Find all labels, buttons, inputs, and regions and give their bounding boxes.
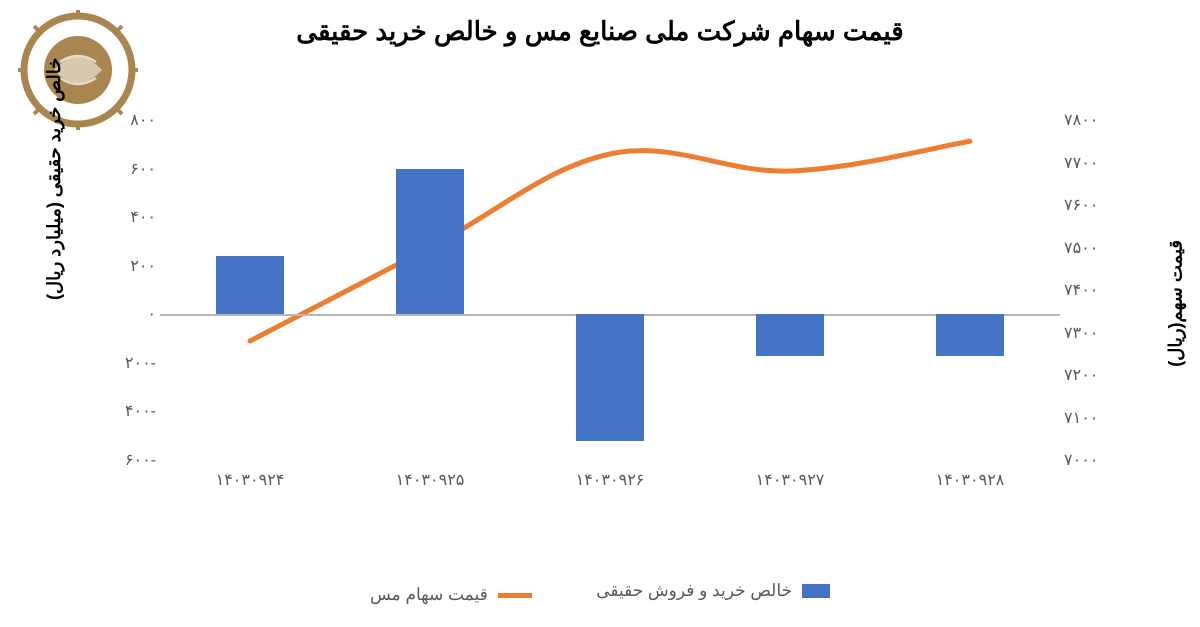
x-tick: ۱۴۰۳۰۹۲۷ <box>700 470 880 490</box>
right-tick: ۷۷۰۰ <box>1064 153 1174 173</box>
legend-item-bar: خالص خرید و فروش حقیقی <box>596 581 830 601</box>
left-tick: -۴۰۰ <box>46 401 156 421</box>
left-tick: ۶۰۰ <box>46 159 156 179</box>
x-tick: ۱۴۰۳۰۹۲۴ <box>160 470 340 490</box>
bar <box>396 169 464 315</box>
bar <box>756 314 824 355</box>
right-axis-label: قیمت سهم(ریال) <box>1166 240 1187 367</box>
chart-container: قیمت سهام شرکت ملی صنایع مس و خالص خرید … <box>0 0 1200 627</box>
legend-item-line: قیمت سهام مس <box>370 585 532 605</box>
x-tick: ۱۴۰۳۰۹۲۵ <box>340 470 520 490</box>
left-tick: ۰ <box>46 304 156 324</box>
bar <box>936 314 1004 355</box>
plot-area <box>160 120 1060 460</box>
left-tick: -۶۰۰ <box>46 450 156 470</box>
right-tick: ۷۳۰۰ <box>1064 323 1174 343</box>
bar <box>216 256 284 314</box>
bar <box>576 314 644 440</box>
legend-swatch-line <box>498 593 532 598</box>
right-tick: ۷۵۰۰ <box>1064 238 1174 258</box>
x-tick: ۱۴۰۳۰۹۲۶ <box>520 470 700 490</box>
right-tick: ۷۴۰۰ <box>1064 280 1174 300</box>
x-tick: ۱۴۰۳۰۹۲۸ <box>880 470 1060 490</box>
chart-title: قیمت سهام شرکت ملی صنایع مس و خالص خرید … <box>0 16 1200 47</box>
left-tick: ۴۰۰ <box>46 207 156 227</box>
right-tick: ۷۲۰۰ <box>1064 365 1174 385</box>
left-tick: ۲۰۰ <box>46 256 156 276</box>
legend-label-line: قیمت سهام مس <box>370 585 488 605</box>
left-tick: -۲۰۰ <box>46 353 156 373</box>
right-tick: ۷۱۰۰ <box>1064 408 1174 428</box>
left-tick: ۸۰۰ <box>46 110 156 130</box>
right-tick: ۷۶۰۰ <box>1064 195 1174 215</box>
legend-swatch-bar <box>802 584 830 598</box>
legend: خالص خرید و فروش حقیقی قیمت سهام مس <box>0 581 1200 606</box>
right-tick: ۷۸۰۰ <box>1064 110 1174 130</box>
legend-label-bar: خالص خرید و فروش حقیقی <box>596 581 792 601</box>
right-tick: ۷۰۰۰ <box>1064 450 1174 470</box>
